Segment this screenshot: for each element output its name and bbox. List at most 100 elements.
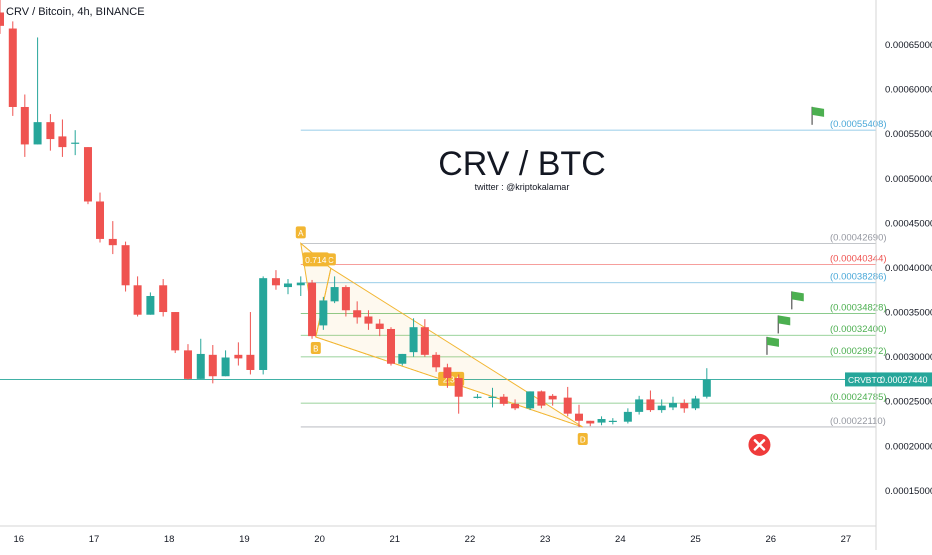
candle-down [83,147,92,202]
time-tick-label: 16 [14,534,25,545]
candle-up [635,399,644,412]
candle-up [71,142,80,144]
candle-down [586,420,595,424]
candle-down [511,403,520,409]
candle-up [330,287,339,302]
candle-down [308,282,317,337]
candle-down [46,122,55,140]
candle-up [702,379,711,397]
candle-up [398,353,407,364]
candle-down [364,316,373,324]
candle-down [0,12,4,26]
price-tick-label: 0.00030000 [885,352,932,363]
candles [0,0,711,428]
price-tag-symbol-label: CRVBTC [848,375,883,385]
time-tick-label: 22 [465,534,476,545]
ratio-badge [302,252,329,267]
candle-down [387,328,396,364]
chart-subtitle: twitter : @kriptokalamar [475,182,570,192]
price-tick-label: 0.00065000 [885,40,932,51]
candle-up [608,420,617,422]
pattern-point-badge [577,433,588,446]
level-label: (0.00042690) [830,232,887,243]
candle-up [319,300,328,326]
level-lines: (0.00055408) (0.00042690) (0.00040344) (0.0… [0,119,887,428]
time-tick-label: 18 [164,534,175,545]
candle-down [646,399,655,411]
candle-down [171,312,180,351]
price-tick-label: 0.00025000 [885,397,932,408]
candle-up [597,419,606,423]
candle-down [574,413,583,421]
candle-up [409,327,418,353]
candle-down [271,278,280,286]
price-tag-value: 0.00027440 [880,375,928,385]
level-label: (0.00038286) [830,272,887,283]
level-label: (0.00040344) [830,253,887,264]
candle-up [196,353,205,379]
candle-down [183,350,192,379]
level-label: (0.00032400) [830,324,887,335]
price-tick-label: 0.00020000 [885,441,932,452]
level-label: (0.00024785) [830,392,887,403]
time-tick-label: 25 [690,534,701,545]
price-tick-label: 0.00040000 [885,263,932,274]
candle-down [353,310,362,318]
candle-up [488,396,497,398]
candle-up [33,122,42,145]
price-tick-label: 0.00015000 [885,486,932,497]
candle-down [133,285,142,315]
pattern-point-badge [295,226,306,239]
level-label: (0.00029972) [830,346,887,357]
candle-down [246,354,255,370]
target-flag-icon [778,315,791,326]
price-tick-label: 0.00045000 [885,218,932,229]
candle-up [623,411,632,422]
candle-up [657,405,666,411]
time-tick-label: 21 [389,534,400,545]
candle-up [691,398,700,409]
candle-up [146,295,155,315]
candle-down [234,354,243,359]
time-tick-label: 24 [615,534,626,545]
target-flag-icon [791,291,804,302]
candle-up [526,391,535,409]
candle-down [121,245,130,286]
candle-up [259,278,268,370]
price-axis[interactable]: 0.00015000 0.00020000 0.00025000 0.00030000… [845,0,932,550]
price-tag [877,372,932,387]
candle-up [221,357,230,377]
candle-down [680,402,689,409]
candle-down [208,354,217,377]
price-tag-symbol-bg [845,372,877,387]
candle-down [159,285,168,313]
candle-up [473,396,482,398]
time-tick-label: 20 [314,534,325,545]
chart-title: CRV / BTC [438,145,606,183]
candle-down [420,327,429,355]
time-tick-label: 23 [540,534,551,545]
candle-down [537,391,546,406]
time-tick-label: 26 [765,534,776,545]
ratio-label: 0.714 [305,255,327,265]
symbol-info: CRV / Bitcoin, 4h, BINANCE [6,6,145,18]
time-axis[interactable]: 16 17 18 19 20 21 22 23 24 25 26 27 [0,525,876,545]
candle-up [668,402,677,408]
candle-down [375,323,384,329]
pattern-point-label: B [313,344,318,353]
price-tick-label: 0.00060000 [885,85,932,96]
level-label: (0.00034828) [830,303,887,314]
time-tick-label: 19 [239,534,250,545]
time-tick-label: 27 [841,534,852,545]
price-tick-label: 0.00035000 [885,308,932,319]
candle-up [283,283,292,288]
candle-down [341,287,350,311]
level-label: (0.00055408) [830,119,887,130]
target-flag-icon [766,336,779,347]
target-flag-icon [812,106,825,117]
pattern-point-label: A [298,229,304,238]
pattern-point-label: D [580,436,586,445]
pattern-point-label: C [328,256,334,265]
